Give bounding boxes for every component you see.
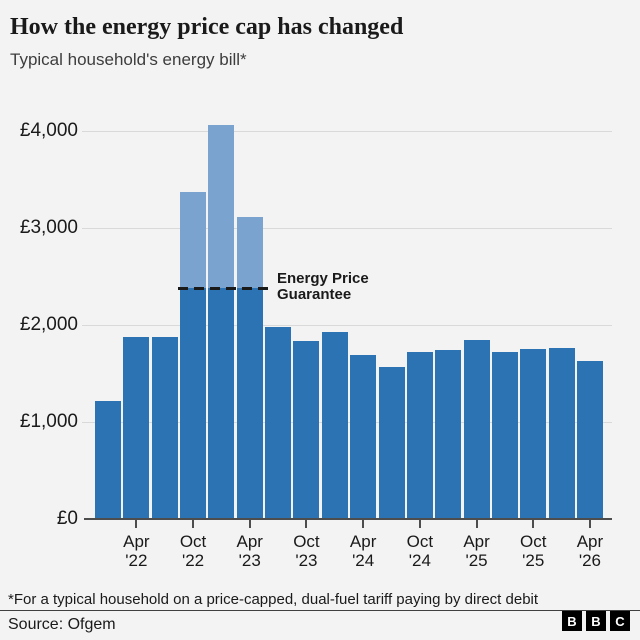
x-axis-label-apr-22: Apr '22 xyxy=(107,532,165,570)
gridline-2000 xyxy=(82,324,612,326)
x-label-year: '24 xyxy=(352,551,375,570)
x-label-year: '23 xyxy=(295,551,318,570)
gridline-4000 xyxy=(82,130,612,132)
bar-oct-23 xyxy=(293,341,320,519)
energy-price-guarantee-annotation: Energy Price Guarantee xyxy=(277,271,369,303)
bbc-logo: B B C xyxy=(562,611,630,631)
x-tick-apr-23 xyxy=(248,520,251,528)
x-axis-label-oct-23: Oct '23 xyxy=(277,532,335,570)
x-tick-apr-26 xyxy=(588,520,591,528)
x-tick-oct-23 xyxy=(305,520,308,528)
y-axis-label-3000: £3,000 xyxy=(19,217,78,238)
bar-jan-24 xyxy=(321,331,348,519)
y-axis-label-2000: £2,000 xyxy=(19,314,78,335)
bar-paid-jan-23 xyxy=(208,288,235,519)
x-label-month: Oct xyxy=(179,532,207,551)
x-label-year: '26 xyxy=(578,551,602,570)
bar-jul-25 xyxy=(491,352,518,519)
bbc-logo-block-b2: B xyxy=(586,611,606,631)
x-label-year: '23 xyxy=(238,551,261,570)
annotation-line-1: Energy Price xyxy=(277,270,369,287)
x-label-year: '24 xyxy=(408,551,431,570)
bar-jan-22 xyxy=(95,401,121,519)
x-axis-label-apr-25: Apr '25 xyxy=(448,532,506,570)
x-tick-apr-24 xyxy=(362,520,365,528)
x-tick-oct-24 xyxy=(418,520,421,528)
chart-footnote: *For a typical household on a price-capp… xyxy=(8,591,539,608)
y-axis-label-1000: £1,000 xyxy=(19,411,78,432)
bar-jul-23 xyxy=(265,327,292,519)
x-axis-label-oct-24: Oct '24 xyxy=(391,532,449,570)
bar-apr-26 xyxy=(576,360,603,519)
x-axis-line xyxy=(84,518,612,520)
x-label-year: '25 xyxy=(465,551,488,570)
bar-jul-24 xyxy=(378,366,405,519)
bar-apr-24 xyxy=(350,355,377,519)
bar-jan-25 xyxy=(435,350,462,519)
x-axis-label-apr-24: Apr '24 xyxy=(334,532,392,570)
x-label-year: '22 xyxy=(125,551,148,570)
y-axis-label-0: £0 xyxy=(56,508,78,529)
energy-price-guarantee-line xyxy=(178,286,270,290)
bbc-logo-block-c: C xyxy=(610,611,630,631)
x-label-year: '25 xyxy=(522,551,545,570)
x-label-month: Oct xyxy=(293,532,320,551)
x-label-month: Apr xyxy=(236,532,263,551)
x-tick-oct-22 xyxy=(192,520,195,528)
bar-oct-24 xyxy=(406,352,433,519)
x-label-month: Apr xyxy=(349,532,377,551)
x-tick-apr-22 xyxy=(135,520,138,528)
x-label-month: Oct xyxy=(406,532,434,551)
bar-apr-25 xyxy=(463,339,490,519)
bar-oct-25 xyxy=(520,348,547,519)
bar-apr-22 xyxy=(123,336,150,519)
x-axis-label-apr-23: Apr '23 xyxy=(221,532,279,570)
footer-divider xyxy=(0,610,640,611)
x-axis-label-apr-26: Apr '26 xyxy=(561,532,619,570)
bar-paid-oct-22 xyxy=(180,288,207,519)
chart-title: How the energy price cap has changed xyxy=(10,14,404,40)
bar-jan-26 xyxy=(548,348,575,519)
x-tick-oct-25 xyxy=(532,520,535,528)
x-label-month: Apr xyxy=(576,532,604,551)
source-attribution: Source: Ofgem xyxy=(8,616,116,633)
x-axis-label-oct-22: Oct '22 xyxy=(164,532,222,570)
chart-subtitle: Typical household's energy bill* xyxy=(10,50,247,69)
gridline-3000 xyxy=(82,227,612,229)
bar-paid-apr-23 xyxy=(236,288,263,519)
x-tick-apr-25 xyxy=(475,520,478,528)
x-label-year: '22 xyxy=(181,551,205,570)
bbc-logo-block-b1: B xyxy=(562,611,582,631)
x-label-month: Oct xyxy=(520,532,547,551)
y-axis-label-4000: £4,000 xyxy=(19,120,78,141)
x-axis-label-oct-25: Oct '25 xyxy=(504,532,562,570)
x-label-month: Apr xyxy=(463,532,490,551)
x-label-month: Apr xyxy=(123,532,150,551)
bar-jul-22 xyxy=(151,336,178,519)
annotation-line-2: Guarantee xyxy=(277,286,352,303)
